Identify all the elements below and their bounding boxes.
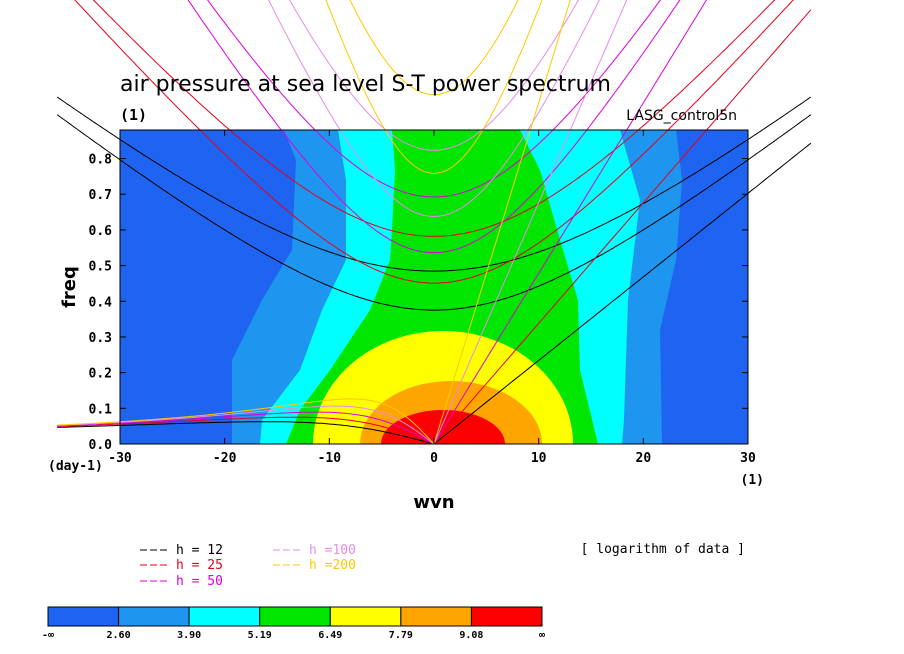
- colorbar-label: 6.49: [318, 630, 342, 641]
- colorbar-swatch: [47, 606, 120, 627]
- colorbar-swatch: [259, 606, 331, 627]
- legend-item-h: h =100: [273, 543, 356, 558]
- legend-label: h = 50: [176, 574, 223, 589]
- y-unit-label: (day-1): [48, 459, 103, 474]
- y-tick-label: 0.4: [89, 295, 113, 310]
- dispersion-ig-n1-h200: [325, 0, 543, 174]
- colorbar: -∞ 2.60 3.90 5.19 6.49 7.79 9.08 ∞: [42, 606, 545, 641]
- legend-item-h: h =200: [273, 558, 356, 573]
- dispersion-ig-n1-h25: [74, 0, 794, 284]
- dispersion-ig-n2-h200: [349, 0, 519, 96]
- colorbar-swatch: [188, 606, 261, 627]
- dispersion-ig-n1-h12: [56, 114, 812, 311]
- axes: -30 -20 -10 0 10 20 30 0.0 0.1 0.2 0.3 0.4 0.5 0.6 0.7…: [89, 130, 756, 466]
- dispersion-ig-n2-h50: [207, 0, 661, 198]
- y-tick-label: 0.7: [89, 188, 112, 203]
- legend-label: h = 25: [176, 558, 223, 573]
- x-unit-label: (1): [741, 473, 764, 488]
- x-tick-label: 0: [430, 451, 438, 466]
- y-tick-label: 0.1: [89, 402, 113, 417]
- x-tick-label: 30: [740, 451, 756, 466]
- colorbar-label: ∞: [539, 630, 545, 641]
- dispersion-kelvin-h100: [433, 0, 628, 445]
- colorbar-label: 2.60: [107, 630, 131, 641]
- x-tick-label: -30: [108, 451, 132, 466]
- legend-item-h: h = 12: [140, 543, 223, 558]
- chart-title: air pressure at sea level S-T power spec…: [120, 72, 611, 97]
- dispersion-h25: [57, 0, 812, 445]
- spectrum-contour-field: [120, 130, 748, 444]
- data-note: [ logarithm of data ]: [581, 542, 745, 557]
- units-label: (1): [120, 106, 147, 124]
- dataset-label: LASG_control5n: [626, 108, 737, 124]
- y-tick-label: 0.0: [89, 438, 113, 453]
- dispersion-ig-n1-h100: [267, 0, 600, 217]
- dispersion-kelvin-h50: [433, 0, 708, 445]
- legend-item-h: h = 50: [140, 574, 223, 589]
- dispersion-ig-n2-h12: [56, 96, 812, 272]
- dispersion-ig-n2-h25: [92, 0, 776, 237]
- dispersion-ig-n1-h50: [187, 0, 681, 254]
- dispersion-kelvin-h25: [433, 9, 812, 445]
- x-axis-label: wvn: [413, 492, 454, 513]
- x-tick-label: 10: [531, 451, 547, 466]
- y-tick-label: 0.3: [89, 331, 112, 346]
- y-axis-label: freq: [59, 266, 80, 308]
- y-tick-label: 0.5: [89, 260, 112, 275]
- colorbar-label: 9.08: [459, 630, 483, 641]
- colorbar-swatch: [470, 606, 543, 627]
- colorbar-label: 5.19: [248, 630, 272, 641]
- x-tick-label: -10: [318, 451, 342, 466]
- dispersion-kelvin-h200: [433, 0, 571, 445]
- colorbar-swatch: [329, 606, 402, 627]
- x-tick-label: 20: [636, 451, 652, 466]
- colorbar-label: 3.90: [177, 630, 201, 641]
- colorbar-label: -∞: [42, 630, 54, 641]
- legend-label: h =200: [309, 558, 356, 573]
- colorbar-swatch: [118, 606, 190, 627]
- x-tick-label: -20: [213, 451, 237, 466]
- dispersion-ig-n2-h100: [289, 0, 579, 151]
- legend-label: h =100: [309, 543, 356, 558]
- y-tick-label: 0.8: [89, 153, 113, 168]
- y-tick-label: 0.6: [89, 224, 113, 239]
- colorbar-label: 7.79: [389, 630, 413, 641]
- legend-label: h = 12: [176, 543, 223, 558]
- legend-item-h: h = 25: [140, 558, 223, 573]
- colorbar-swatch: [400, 606, 472, 627]
- y-tick-label: 0.2: [89, 367, 112, 382]
